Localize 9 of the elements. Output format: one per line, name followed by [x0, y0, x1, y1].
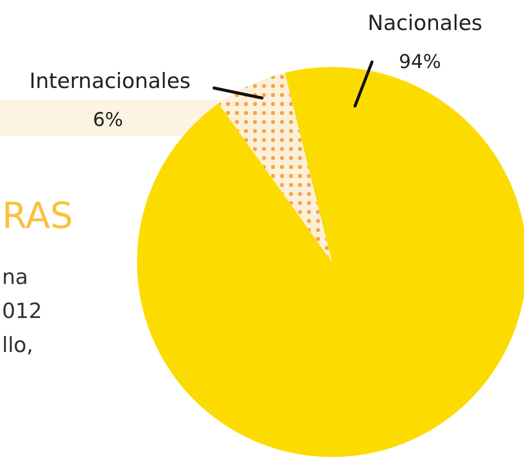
text: RAS — [2, 196, 74, 237]
text: llo, — [2, 333, 34, 357]
text: 012 — [2, 299, 42, 323]
data-label: 94% — [398, 51, 442, 73]
data-label: 6% — [92, 109, 124, 131]
slice-label: Internacionales — [29, 69, 191, 93]
slice-label: Nacionales — [368, 11, 482, 35]
text: na — [2, 265, 28, 289]
pie-slice — [218, 72, 332, 262]
